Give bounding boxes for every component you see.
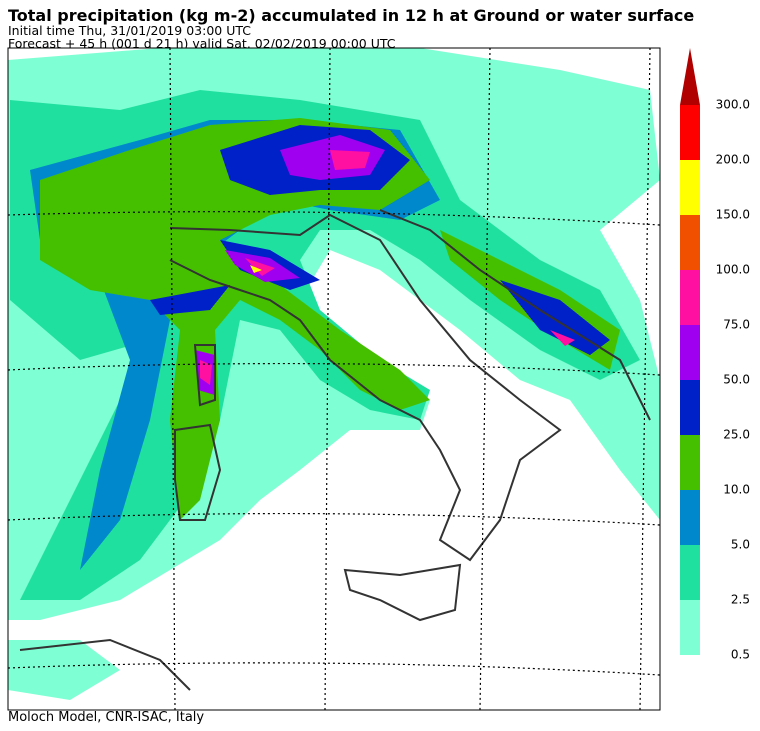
colorbar-segment — [680, 325, 700, 380]
colorbar-label: 10.0 — [723, 483, 750, 497]
colorbar-segment — [680, 490, 700, 545]
graticule — [8, 48, 660, 710]
colorbar-segment — [680, 435, 700, 490]
map-frame — [7, 47, 661, 711]
colorbar-segment — [680, 105, 700, 160]
colorbar-label: 2.5 — [731, 593, 750, 607]
footer: Moloch Model, CNR-ISAC, Italy — [8, 710, 205, 725]
colorbar: 0.5 2.5 5.0 10.0 25.0 50.0 75.0 100.0 150.0 200.0… — [680, 48, 750, 662]
colorbar-label: 200.0 — [716, 153, 750, 167]
colorbar-label: 50.0 — [723, 373, 750, 387]
coastlines — [19, 209, 651, 691]
colorbar-segment — [680, 270, 700, 325]
colorbar-arrow — [680, 48, 700, 105]
colorbar-label: 25.0 — [723, 428, 750, 442]
colorbar-label: 150.0 — [716, 208, 750, 222]
colorbar-label: 100.0 — [716, 263, 750, 277]
colorbar-segment — [680, 215, 700, 270]
title: Total precipitation (kg m-2) accumulated… — [8, 6, 695, 25]
colorbar-label: 75.0 — [723, 318, 750, 332]
colorbar-label: 300.0 — [716, 98, 750, 112]
initial-time: Initial time Thu, 31/01/2019 03:00 UTC — [8, 23, 251, 38]
colorbar-segment — [680, 600, 700, 655]
forecast-time: Forecast + 45 h (001 d 21 h) valid Sat, … — [8, 36, 396, 51]
colorbar-segment — [680, 380, 700, 435]
colorbar-segment — [680, 160, 700, 215]
precip-field — [8, 48, 660, 700]
colorbar-label: 5.0 — [731, 538, 750, 552]
colorbar-label: 0.5 — [731, 648, 750, 662]
colorbar-segment — [680, 545, 700, 600]
